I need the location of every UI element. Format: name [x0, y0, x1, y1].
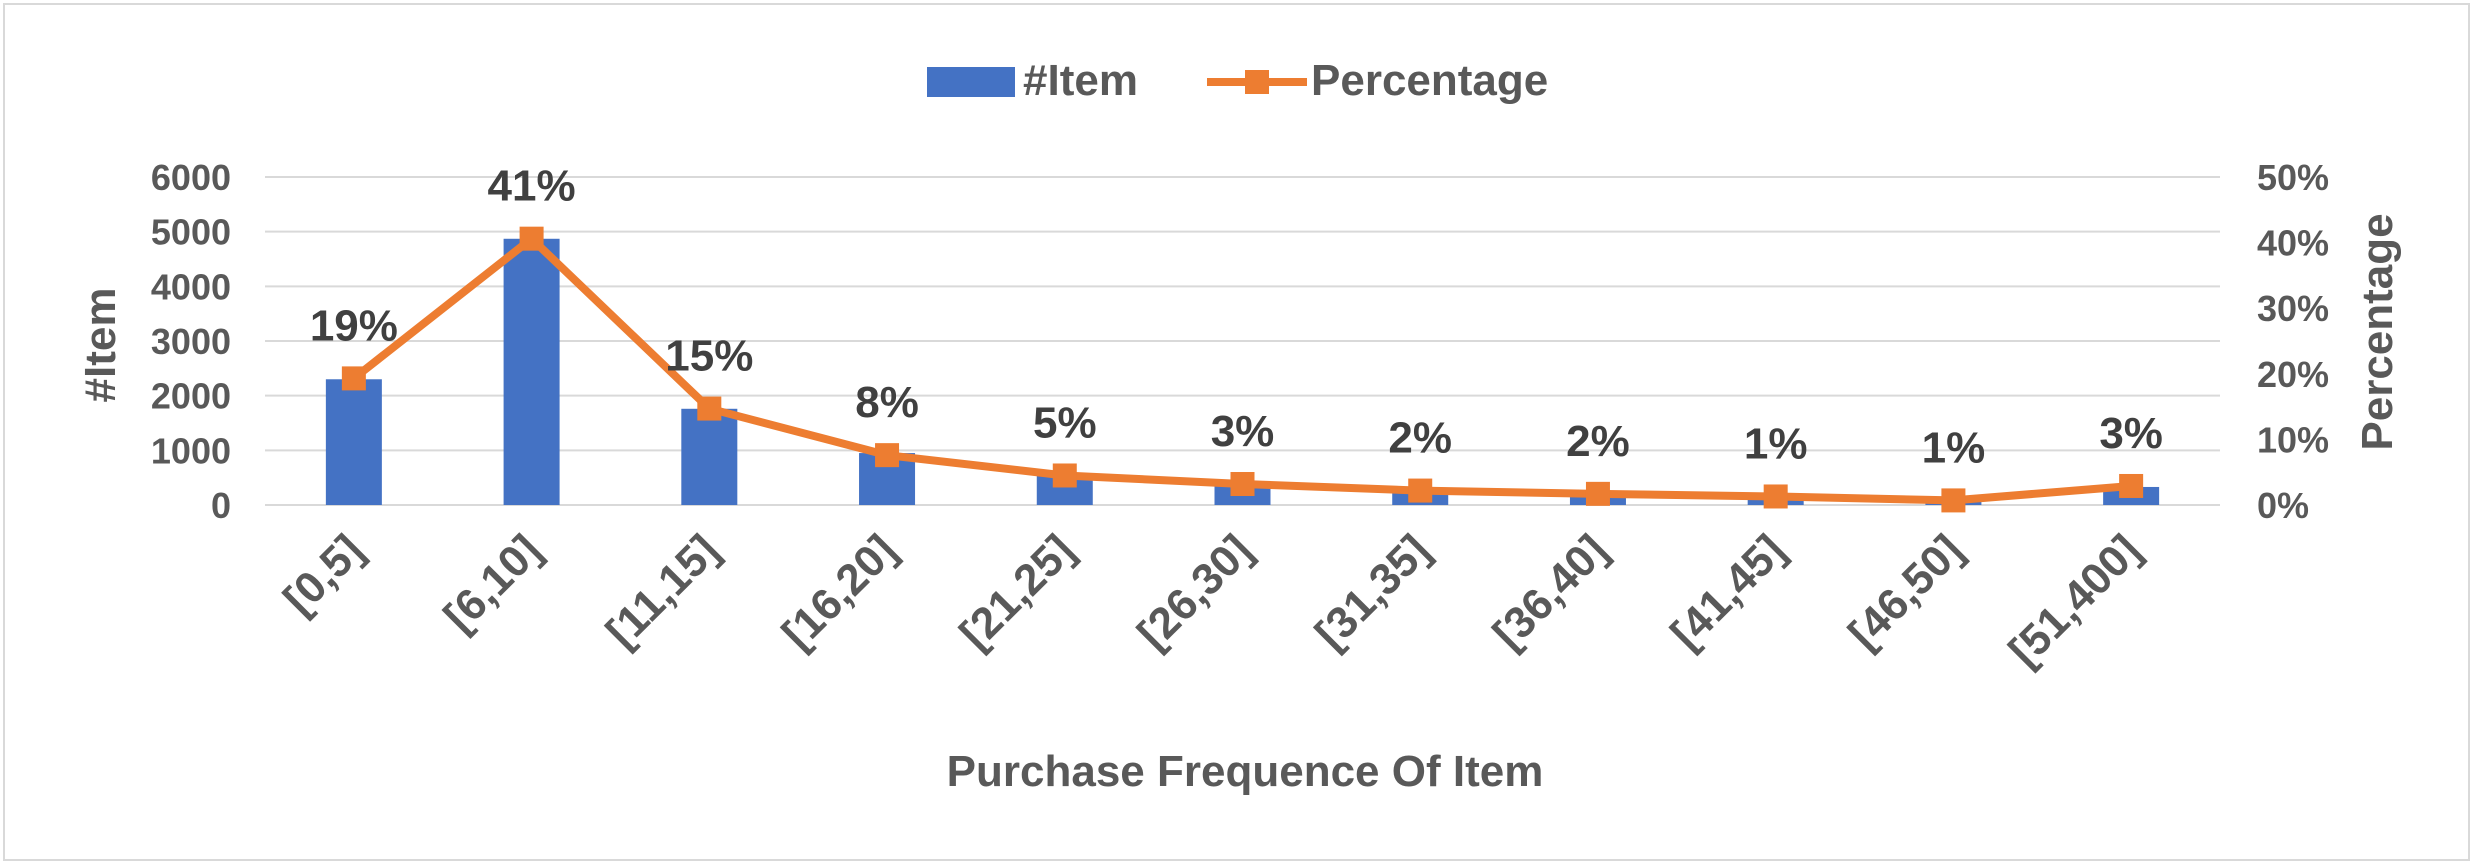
chart-frame: 19% 41% 15% 8% 5% 3% 2% 2% 1% 1% 3% 0 1000 2000 3000 4… [3, 3, 2470, 861]
data-label: 1% [1922, 423, 1986, 472]
x-tick-label: [51,400] [2000, 525, 2151, 676]
line-marker [1230, 472, 1255, 497]
y2-tick-label: 0% [2257, 485, 2309, 526]
x-tick-label: [36,40] [1484, 525, 1617, 658]
y-tick-label: 3000 [151, 321, 231, 362]
line-marker [1941, 488, 1966, 513]
x-tick-label: [0,5] [274, 525, 373, 624]
y2-tick-label: 40% [2257, 223, 2329, 264]
x-tick-label: [26,30] [1128, 525, 1261, 658]
x-tick-label: [11,15] [597, 525, 729, 657]
data-label: 5% [1033, 398, 1097, 447]
bar [325, 379, 382, 505]
y-axis-title: #Item [76, 288, 125, 403]
y-tick-label: 5000 [151, 212, 231, 253]
line-marker [341, 366, 366, 391]
bar [503, 238, 560, 506]
legend-label-percentage: Percentage [1311, 56, 1548, 105]
line-marker [2119, 473, 2144, 498]
y-tick-label: 1000 [151, 430, 231, 471]
x-tick-label: [6,10] [435, 525, 551, 641]
legend-label-item: #Item [1023, 56, 1138, 105]
x-tick-label: [46,50] [1839, 525, 1972, 658]
x-tick-label: [21,25] [951, 525, 1084, 658]
x-tick-label: [41,45] [1662, 525, 1795, 658]
line-marker [1585, 481, 1610, 506]
y2-tick-label: 30% [2257, 288, 2329, 329]
data-label: 3% [1211, 407, 1275, 456]
data-label: 2% [1566, 417, 1630, 466]
line-marker [519, 226, 544, 251]
data-label: 15% [665, 332, 753, 381]
legend-swatch-percentage-marker [1245, 70, 1269, 94]
y2-tick-label: 50% [2257, 157, 2329, 198]
x-tick-label: [16,20] [773, 525, 906, 658]
y-tick-label: 4000 [151, 266, 231, 307]
line-marker [697, 396, 722, 421]
y2-tick-label: 20% [2257, 354, 2329, 395]
line-marker [1763, 484, 1788, 509]
line-marker [1052, 463, 1077, 488]
data-label: 1% [1744, 419, 1808, 468]
combo-chart: 19% 41% 15% 8% 5% 3% 2% 2% 1% 1% 3% 0 1000 2000 3000 4… [76, 56, 2402, 796]
y-tick-label: 2000 [151, 376, 231, 417]
y2-tick-label: 10% [2257, 419, 2329, 460]
data-label: 41% [488, 162, 576, 211]
data-label: 8% [855, 378, 919, 427]
legend-swatch-item [927, 67, 1015, 97]
data-label: 2% [1388, 414, 1452, 463]
data-label: 19% [310, 301, 398, 350]
y2-axis-title: Percentage [2353, 213, 2402, 450]
legend: #Item Percentage [927, 56, 1548, 105]
y-tick-label: 6000 [151, 157, 231, 198]
x-tick-label: [31,35] [1306, 525, 1439, 658]
data-label: 3% [2099, 409, 2163, 458]
line-marker [1408, 478, 1433, 503]
bar [681, 408, 738, 505]
y-tick-label: 0 [211, 485, 231, 526]
percentage-line [351, 234, 2132, 505]
line-marker [875, 443, 900, 468]
x-axis-title: Purchase Frequence Of Item [947, 747, 1544, 796]
